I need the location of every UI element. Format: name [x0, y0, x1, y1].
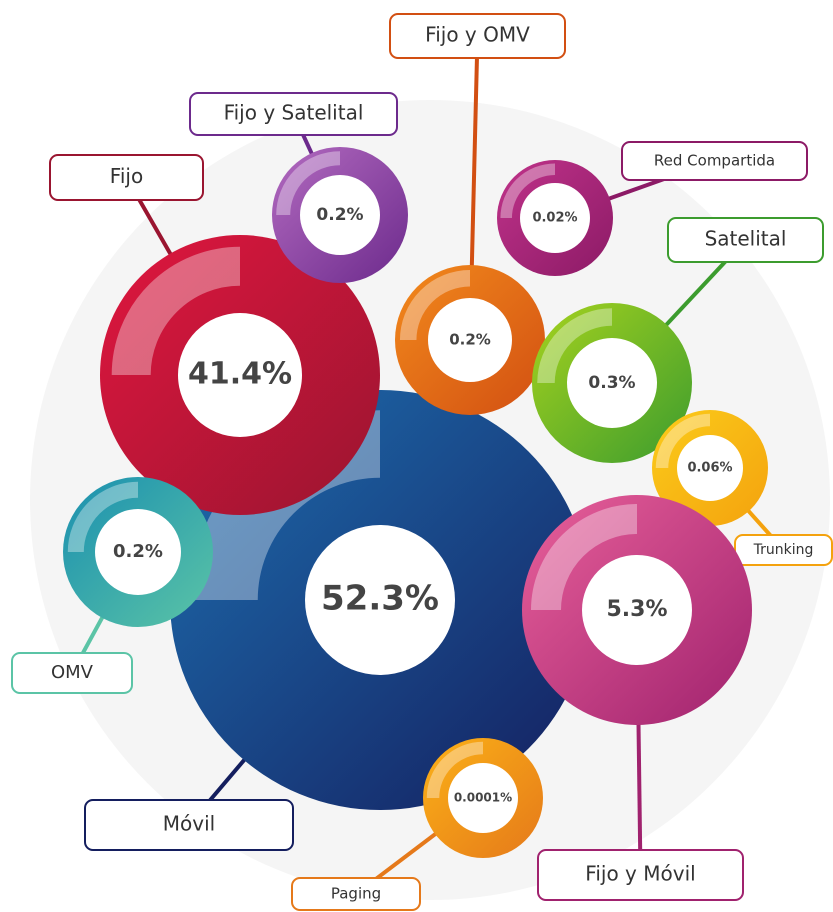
label-text: Móvil [163, 812, 215, 836]
bubble-center [677, 435, 743, 501]
bubble-value: 0.2% [113, 541, 163, 562]
bubble-value: 0.3% [588, 373, 635, 393]
label-box [84, 799, 294, 851]
bubble-value: 41.4% [188, 357, 292, 392]
label-box [11, 652, 133, 694]
bubble-center [95, 509, 181, 595]
ring-highlight [531, 504, 638, 611]
ring-highlight [537, 308, 613, 384]
bubble-center [448, 763, 518, 833]
ring-highlight [276, 151, 341, 216]
ring-highlight [67, 481, 139, 553]
label-box [189, 92, 398, 136]
ring-highlight [655, 413, 711, 469]
ring-highlight [111, 246, 241, 376]
bubble-center [428, 298, 512, 382]
bubble-value: 0.2% [449, 331, 491, 349]
bubble-value: 52.3% [321, 579, 439, 619]
bubble-center [582, 555, 692, 665]
label-text: Fijo y OMV [425, 23, 530, 47]
label-box [667, 217, 824, 263]
label-text: Red Compartida [654, 152, 775, 170]
bubble-value: 0.0001% [454, 791, 512, 805]
bubble-value: 0.2% [316, 205, 363, 225]
bubble-center [300, 175, 380, 255]
ring-highlight [399, 269, 471, 341]
label-text: Fijo y Móvil [585, 862, 695, 886]
ring-highlight [500, 163, 556, 219]
label-text: Fijo [110, 164, 143, 188]
label-text: Fijo y Satelital [224, 101, 364, 125]
label-box [291, 877, 421, 911]
label-box [621, 141, 808, 181]
label-box [537, 849, 744, 901]
bubble-center [305, 525, 455, 675]
label-box [49, 154, 204, 201]
label-text: OMV [51, 662, 94, 683]
label-text: Satelital [705, 227, 787, 251]
bubble-center [567, 338, 657, 428]
ring-highlight [426, 741, 484, 799]
bubble-center [178, 313, 302, 437]
label-box [389, 13, 566, 59]
bubble-value: 0.06% [687, 461, 732, 476]
label-text: Trunking [753, 542, 814, 558]
bubble-value: 5.3% [606, 597, 667, 622]
bubble-center [520, 183, 590, 253]
label-text: Paging [331, 885, 381, 903]
bubble-value: 0.02% [532, 211, 577, 226]
